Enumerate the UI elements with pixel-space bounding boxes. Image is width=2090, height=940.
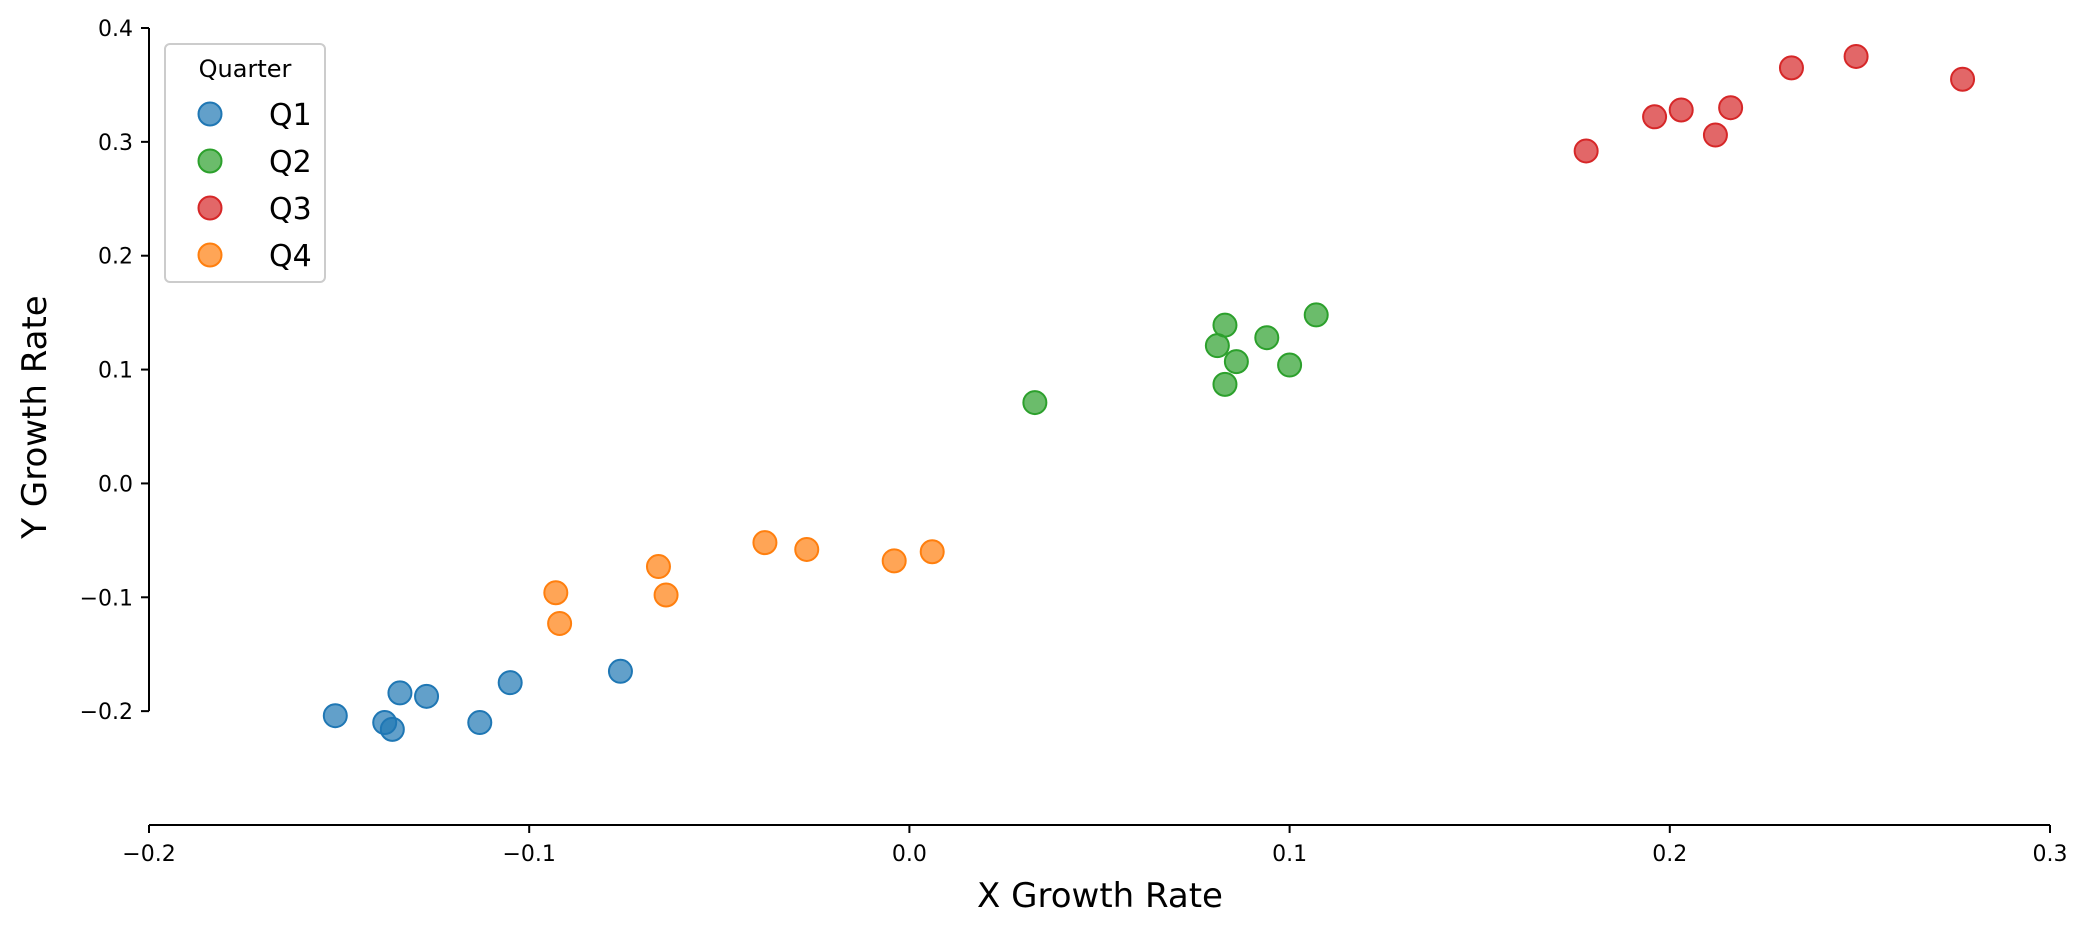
y-tick-label: 0.1 — [98, 359, 133, 384]
data-point — [414, 683, 440, 709]
data-point — [547, 610, 573, 636]
legend-label: Q1 — [269, 98, 312, 133]
y-tick-label: 0.0 — [98, 472, 133, 497]
data-point — [1718, 95, 1744, 121]
data-point — [1223, 349, 1249, 375]
legend-marker — [197, 195, 223, 221]
data-point — [1254, 325, 1280, 351]
data-point — [794, 536, 820, 562]
x-tick-label: −0.1 — [502, 842, 555, 867]
legend: Quarter Q1 Q2 Q3 Q4 — [164, 43, 326, 283]
x-tick-label: 0.0 — [892, 842, 927, 867]
data-point — [1778, 55, 1804, 81]
data-point — [497, 670, 523, 696]
data-point — [607, 658, 633, 684]
x-axis-title: X Growth Rate — [977, 876, 1223, 916]
series-q4 — [543, 530, 945, 636]
x-tick-label: 0.2 — [1652, 842, 1687, 867]
data-points — [322, 43, 1976, 742]
y-axis-title: Y Growth Rate — [15, 295, 55, 539]
data-point — [1573, 138, 1599, 164]
data-point — [881, 548, 907, 574]
data-point — [1212, 312, 1238, 338]
data-point — [1950, 66, 1976, 92]
data-point — [1668, 97, 1694, 123]
legend-label: Q3 — [269, 192, 312, 227]
data-point — [1022, 390, 1048, 416]
axes: −0.2 −0.1 0.0 0.1 0.2 0.3 −0.2 −0.1 0.0 0.1 0.2 0.3… — [80, 17, 2068, 867]
data-point — [1642, 104, 1668, 130]
data-point — [1277, 352, 1303, 378]
data-point — [1212, 371, 1238, 397]
series-q1 — [322, 658, 633, 742]
series-q2 — [1022, 302, 1329, 416]
legend-marker — [197, 101, 223, 127]
data-point — [1303, 302, 1329, 328]
series-q3 — [1573, 43, 1976, 164]
data-point — [379, 716, 405, 742]
legend-marker — [197, 242, 223, 268]
data-point — [387, 680, 413, 706]
data-point — [1702, 122, 1728, 148]
legend-label: Q4 — [269, 239, 312, 274]
data-point — [752, 530, 778, 556]
x-tick-label: −0.2 — [122, 842, 175, 867]
y-tick-label: 0.2 — [98, 245, 133, 270]
y-tick-label: −0.1 — [80, 586, 133, 611]
data-point — [467, 710, 493, 736]
x-tick-label: 0.3 — [2033, 842, 2068, 867]
y-tick-label: 0.3 — [98, 131, 133, 156]
legend-marker — [197, 148, 223, 174]
x-tick-label: 0.1 — [1272, 842, 1307, 867]
data-point — [645, 554, 671, 580]
data-point — [322, 703, 348, 729]
legend-title: Quarter — [199, 55, 292, 83]
legend-label: Q2 — [269, 145, 312, 180]
y-tick-label: 0.4 — [98, 17, 133, 42]
data-point — [543, 580, 569, 606]
data-point — [1843, 43, 1869, 69]
data-point — [919, 539, 945, 565]
data-point — [653, 582, 679, 608]
y-tick-label: −0.2 — [80, 700, 133, 725]
